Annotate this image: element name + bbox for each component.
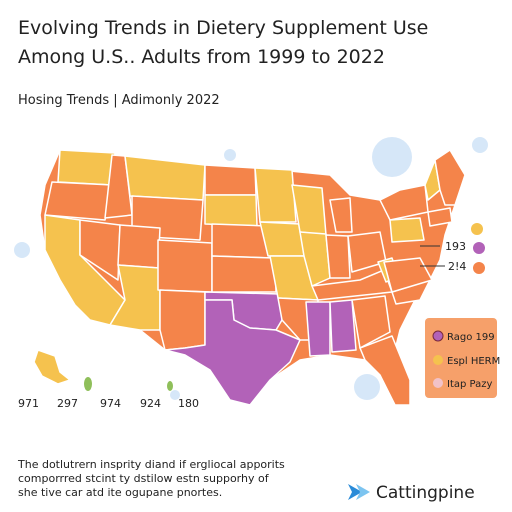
bubble <box>354 374 380 400</box>
state <box>305 301 331 357</box>
bubble <box>224 149 236 161</box>
map-label: 193 <box>445 240 466 253</box>
footer-text: she tive car atd ite ogupane pnortes. <box>18 486 222 499</box>
title: Among U.S.. Adults from 1999 to 2022 <box>18 46 385 68</box>
state <box>117 224 161 269</box>
logo: Cattingpine <box>348 483 475 503</box>
title: Evolving Trends in Dietery Supplement Us… <box>18 17 428 39</box>
state <box>299 231 331 287</box>
state <box>351 295 391 349</box>
key-dot <box>473 242 485 254</box>
bubble <box>14 242 30 258</box>
hawaii-island <box>167 381 173 391</box>
scale-label: 971 <box>18 397 39 410</box>
state <box>379 184 429 221</box>
bubble <box>372 137 412 177</box>
us-map <box>39 149 466 406</box>
state <box>329 197 353 233</box>
map-key: 193 2!4 <box>420 223 485 274</box>
state <box>359 335 411 406</box>
legend-swatch <box>433 355 443 365</box>
logo-icon <box>356 484 370 500</box>
legend-label: Rago 199 <box>447 332 495 343</box>
subtitle: Hosing Trends | Adimonly 2022 <box>18 93 220 108</box>
logo-text: Cattingpine <box>376 483 475 503</box>
scale-row: 971 297 974 924 180 <box>18 349 199 410</box>
legend-swatch <box>432 330 444 342</box>
state <box>325 234 351 279</box>
map-label: 2!4 <box>448 260 466 273</box>
legend: Rago 199 Espl HERM Itap Pazy <box>425 318 500 398</box>
bubble <box>472 137 488 153</box>
legend-label: Itap Pazy <box>447 379 492 390</box>
state <box>204 164 257 196</box>
scale-label: 180 <box>178 397 199 410</box>
state <box>79 219 121 281</box>
state <box>157 239 213 293</box>
alaska <box>33 349 71 385</box>
state <box>329 299 357 353</box>
footer-text: comporrred stcint ty dstilow estn suppor… <box>18 472 270 485</box>
state <box>159 289 206 351</box>
scale-label: 974 <box>100 397 121 410</box>
key-dot <box>473 262 485 274</box>
state <box>211 255 277 293</box>
legend-label: Espl HERM <box>447 356 500 367</box>
state <box>164 299 301 406</box>
scale-label: 924 <box>140 397 161 410</box>
footer-text: The dotlutrern insprity diand if erglioc… <box>17 458 285 471</box>
decor-bubbles <box>14 137 488 400</box>
legend-swatch <box>433 378 443 388</box>
key-dot <box>471 223 483 235</box>
state <box>259 221 305 257</box>
state <box>389 217 425 243</box>
state <box>57 149 116 186</box>
hawaii-island <box>84 377 92 391</box>
scale-label: 297 <box>57 397 78 410</box>
state <box>427 207 453 227</box>
state <box>204 194 258 227</box>
state <box>254 167 297 223</box>
state <box>434 149 466 206</box>
logo-icon <box>348 484 362 500</box>
state <box>44 181 113 221</box>
bubble <box>170 390 180 400</box>
